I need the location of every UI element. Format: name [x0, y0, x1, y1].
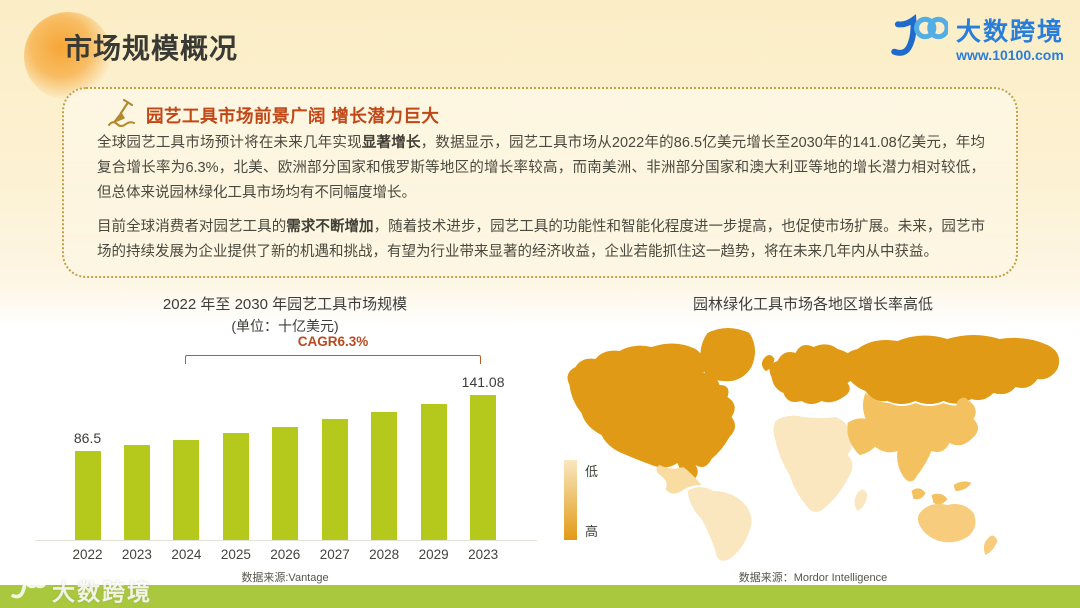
map-legend-high-label: 高 [585, 524, 599, 539]
bar-plot: 2022 86.5 2023 2024 2025 2026 2027 2028 2029 2023… [30, 374, 540, 562]
region-europe [769, 344, 856, 404]
logo-url: www.10100.com [956, 46, 1064, 63]
x-tick-label: 2026 [270, 547, 301, 562]
x-tick-label: 2023 [121, 547, 152, 562]
trowel-icon [106, 98, 136, 133]
bar-chart-title: 2022 年至 2030 年园艺工具市场规模 [162, 296, 408, 313]
region-africa [773, 415, 853, 512]
region-southeast-asia [911, 481, 972, 505]
bar [272, 427, 299, 540]
region-greenland [700, 328, 756, 382]
watermark-text: 大数跨境 [52, 579, 152, 605]
bar-value-label: 141.08 [461, 374, 505, 390]
x-tick-label: 2029 [418, 547, 449, 562]
region-south-america [687, 487, 752, 561]
map-title: 园林绿化工具市场各地区增长率高低 [692, 296, 933, 313]
map-chart: 园林绿化工具市场各地区增长率高低 低 高 数据来源：Mordor Intelli… [558, 293, 1068, 588]
x-axis-line [35, 540, 537, 541]
map-source: 数据来源：Mordor Intelligence [738, 572, 888, 584]
bottom-strip [0, 585, 1080, 608]
region-australia [917, 503, 976, 543]
page-title: 市场规模概况 [64, 33, 239, 64]
region-new-zealand [983, 535, 998, 555]
region-asia [862, 393, 979, 482]
region-uk [761, 355, 775, 371]
bar [173, 440, 200, 540]
x-tick-label: 2024 [171, 547, 202, 562]
x-tick-label: 2028 [369, 547, 400, 562]
watermark-logo-icon [8, 572, 47, 607]
paragraph-2: 目前全球消费者对园艺工具的需求不断增加，随着技术进步，园艺工具的功能性和智能化程… [97, 219, 986, 261]
logo-brand: 大数跨境 [955, 18, 1064, 47]
10100-logo-icon [886, 14, 950, 67]
bar [74, 451, 101, 540]
region-japan [955, 397, 970, 423]
region-north-america [567, 343, 736, 481]
x-tick-label: 2023 [468, 547, 499, 562]
map-legend-gradient [564, 460, 577, 540]
x-tick-label: 2027 [319, 547, 350, 562]
bar [321, 419, 348, 540]
bar [420, 404, 447, 540]
region-madagascar [854, 489, 868, 511]
paragraph-1: 全球园艺工具市场预计将在未来几年实现显著增长，数据显示，园艺工具市场从2022年… [97, 135, 986, 202]
region-russia [842, 335, 1060, 404]
bar [371, 412, 398, 540]
bar-chart-source: 数据来源:Vantage [241, 572, 329, 584]
x-tick-label: 2025 [220, 547, 251, 562]
summary-box: 园艺工具市场前景广阔 增长潜力巨大 全球园艺工具市场预计将在未来几年实现显著增长… [62, 87, 1018, 278]
summary-paragraphs: 全球园艺工具市场预计将在未来几年实现显著增长，数据显示，园艺工具市场从2022年… [97, 131, 985, 274]
summary-heading: 园艺工具市场前景广阔 增长潜力巨大 [146, 106, 440, 126]
sun-decoration [24, 12, 112, 100]
bar [123, 445, 150, 540]
world-map [567, 328, 1060, 561]
bar [222, 433, 249, 540]
cagr-bracket [185, 355, 481, 364]
bar [470, 395, 497, 540]
watermark: 大数跨境 [8, 572, 152, 607]
bar-value-label: 86.5 [73, 430, 102, 446]
cagr-label: CAGR6.3% [297, 334, 369, 349]
x-tick-label: 2022 [72, 547, 103, 562]
map-legend-low-label: 低 [585, 464, 599, 479]
logo-link[interactable]: 大数跨境 www.10100.com [886, 14, 1064, 67]
bar-chart-unit: (单位：十亿美元) [231, 318, 339, 334]
bar-chart: 2022 年至 2030 年园艺工具市场规模 (单位：十亿美元) CAGR6.3… [30, 293, 540, 588]
region-mexico [656, 465, 702, 494]
